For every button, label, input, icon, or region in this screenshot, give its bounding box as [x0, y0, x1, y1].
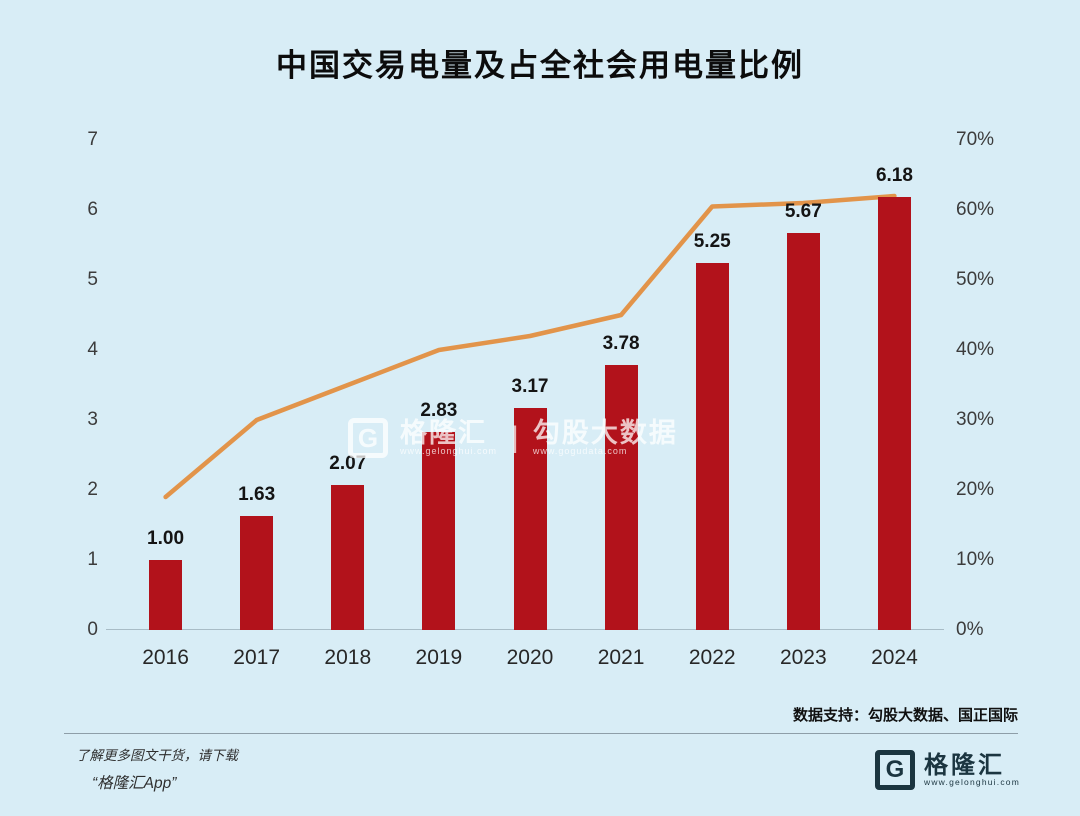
x-axis-label: 2020	[506, 646, 554, 669]
bar	[604, 365, 638, 630]
trend-line-layer	[163, 193, 897, 500]
bar	[240, 515, 274, 630]
data-source-note: 数据支持：勾股大数据、国正国际	[792, 707, 1018, 724]
watermark-partner: 勾股大数据	[532, 418, 678, 449]
right-axis-tick: 20%	[956, 479, 995, 500]
bar	[877, 197, 911, 630]
x-axis-label: 2018	[324, 646, 372, 669]
bar	[422, 431, 456, 630]
brand-logo-text: 格隆汇	[924, 751, 1005, 779]
bar	[149, 560, 183, 630]
watermark: G 格隆汇 www.gelonghui.com | 勾股大数据 www.gogu…	[348, 418, 678, 458]
watermark-brand-url: www.gelonghui.com	[400, 446, 498, 457]
left-axis-tick: 3	[87, 409, 98, 430]
bar-value-label: 2.07	[329, 453, 367, 475]
bar	[695, 262, 729, 630]
brand-logo: G 格隆汇 www.gelonghui.com	[875, 750, 1020, 790]
left-axis-tick: 7	[87, 129, 98, 150]
right-axis-tick: 40%	[956, 339, 995, 360]
gelonghui-watermark-icon: G	[348, 418, 388, 458]
bar-value-label: 5.67	[784, 201, 822, 223]
bar-value-label: 2.83	[420, 399, 458, 421]
right-axis-tick: 10%	[956, 549, 995, 570]
bar	[513, 408, 547, 630]
left-axis-tick: 6	[87, 199, 98, 220]
footer-divider	[64, 733, 1018, 734]
right-axis-tick: 0%	[956, 619, 984, 640]
bar-value-label: 5.25	[693, 230, 731, 252]
watermark-separator: |	[511, 421, 519, 454]
watermark-brand: 格隆汇	[400, 418, 487, 449]
bar	[331, 485, 365, 630]
left-axis-tick: 0	[87, 619, 98, 640]
bar-value-label: 3.17	[511, 376, 549, 398]
bar-value-label: 1.63	[238, 483, 276, 505]
right-y-axis: 0% 10% 20% 30% 40% 50% 60% 70%	[956, 129, 1020, 640]
promo-line1: 了解更多图文干货，请下载	[76, 748, 238, 763]
left-axis-tick: 2	[87, 479, 98, 500]
bar-value-label: 3.78	[602, 333, 640, 355]
bar-value-label: 1.00	[147, 528, 185, 549]
right-axis-tick: 30%	[956, 409, 995, 430]
x-axis-label: 2016	[142, 646, 189, 669]
right-axis-tick: 60%	[956, 199, 995, 220]
x-axis-label: 2022	[688, 646, 736, 669]
right-axis-tick: 70%	[956, 129, 995, 150]
bar-value-label: 6.18	[875, 165, 913, 187]
x-axis-label: 2023	[779, 646, 827, 669]
left-axis-tick: 5	[87, 269, 98, 290]
plot-area: 1.00 2016 1.63 2017 2.07 2018 2.83 2019 3.17 2020…	[106, 140, 944, 669]
left-y-axis: 0 1 2 3 4 5 6 7	[56, 129, 98, 640]
x-axis-label: 2017	[233, 646, 281, 669]
gelonghui-logo-icon: G	[875, 750, 915, 790]
bar	[786, 233, 820, 630]
chart-title: 中国交易电量及占全社会用电量比例	[276, 48, 804, 83]
promo-line2: “格隆汇App”	[92, 775, 177, 792]
brand-logo-url: www.gelonghui.com	[924, 777, 1020, 788]
left-axis-tick: 4	[87, 339, 98, 360]
watermark-partner-url: www.gogudata.com	[532, 446, 628, 457]
right-axis-tick: 50%	[956, 269, 995, 290]
trend-line	[163, 193, 897, 500]
x-axis-label: 2024	[871, 646, 918, 669]
promo-text: 了解更多图文干货，请下载 “格隆汇App”	[76, 744, 238, 793]
x-axis-label: 2021	[597, 646, 645, 669]
x-axis-label: 2019	[415, 646, 463, 669]
left-axis-tick: 1	[87, 549, 98, 570]
